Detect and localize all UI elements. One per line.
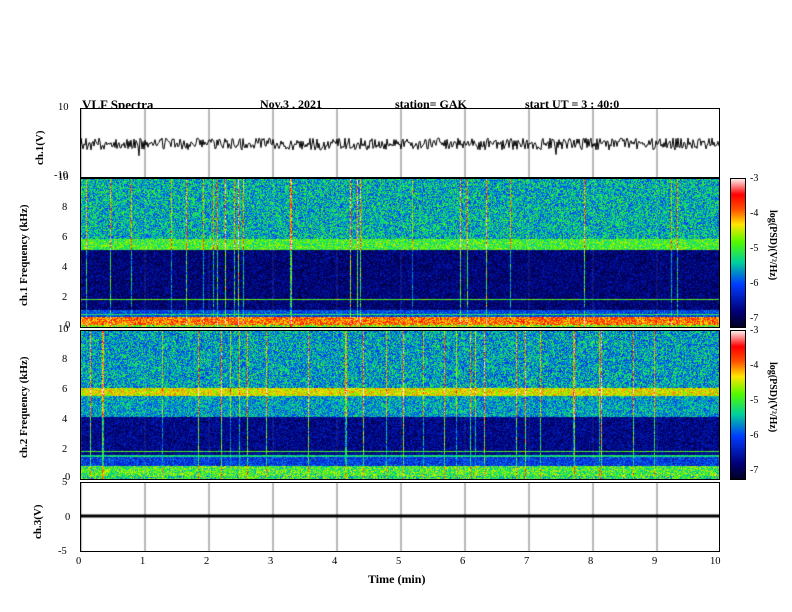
ch2spec-ytick-8: 8 xyxy=(62,354,67,365)
ch2-colorbar-label: log(PSD)(V²/Hz) xyxy=(767,362,778,462)
cbar2-tick--4: -4 xyxy=(750,360,758,371)
ch1-colorbar-canvas xyxy=(731,179,746,328)
ch3v-ytick-0: 0 xyxy=(65,512,70,523)
ch2spec-ytick-4: 4 xyxy=(62,414,67,425)
ch1-voltage-canvas xyxy=(81,109,720,178)
ch1-spectrogram-panel xyxy=(80,178,720,328)
cbar1-tick--4: -4 xyxy=(750,208,758,219)
xtick-4: 4 xyxy=(332,556,337,567)
ch3-voltage-canvas xyxy=(81,483,720,552)
ch2spec-ytick-10: 10 xyxy=(58,324,69,335)
vlf-spectra-root: VLF Spectra Nov.3 , 2021 station= GAK st… xyxy=(0,0,792,612)
ch2-spectro-ylabel: ch.2 Frequency (kHz) xyxy=(18,342,32,472)
ch2spec-ytick-6: 6 xyxy=(62,384,67,395)
ch1-spectro-ylabel: ch.1 Frequency (kHz) xyxy=(18,190,32,320)
cbar2-tick--3: -3 xyxy=(750,325,758,336)
ch1-voltage-panel xyxy=(80,108,720,178)
xtick-6: 6 xyxy=(460,556,465,567)
xtick-0: 0 xyxy=(76,556,81,567)
cbar1-tick--5: -5 xyxy=(750,243,758,254)
ch3v-ytick-5: 5 xyxy=(62,477,67,488)
cbar1-tick--3: -3 xyxy=(750,173,758,184)
xtick-3: 3 xyxy=(268,556,273,567)
xtick-2: 2 xyxy=(204,556,209,567)
ch2spec-ytick-2: 2 xyxy=(62,444,67,455)
xtick-5: 5 xyxy=(396,556,401,567)
ch1spec-ytick-10: 10 xyxy=(58,172,69,183)
ch3-voltage-ylabel: ch.3(V) xyxy=(32,492,46,552)
ch2-colorbar xyxy=(730,330,746,480)
ch2-colorbar-canvas xyxy=(731,331,746,480)
ch1-colorbar xyxy=(730,178,746,328)
cbar2-tick--5: -5 xyxy=(750,395,758,406)
ch1spec-ytick-8: 8 xyxy=(62,202,67,213)
xaxis-title: Time (min) xyxy=(368,572,425,587)
ch2-spectrogram-panel xyxy=(80,330,720,480)
ch3v-ytick--5: -5 xyxy=(58,546,67,557)
ch2-spectrogram-canvas xyxy=(81,331,720,480)
ch1-spectrogram-canvas xyxy=(81,179,720,328)
xtick-7: 7 xyxy=(524,556,529,567)
ch1spec-ytick-6: 6 xyxy=(62,232,67,243)
xtick-1: 1 xyxy=(140,556,145,567)
xtick-9: 9 xyxy=(652,556,657,567)
ch1-voltage-ylabel: ch.1(V) xyxy=(34,118,48,178)
xtick-8: 8 xyxy=(588,556,593,567)
ch1-colorbar-label: log(PSD)(V²/Hz) xyxy=(767,210,778,310)
cbar1-tick--7: -7 xyxy=(750,313,758,324)
ch1v-ytick-10: 10 xyxy=(58,102,69,113)
cbar2-tick--7: -7 xyxy=(750,465,758,476)
ch1spec-ytick-2: 2 xyxy=(62,292,67,303)
ch3-voltage-panel xyxy=(80,482,720,552)
xtick-10: 10 xyxy=(710,556,721,567)
ch1spec-ytick-4: 4 xyxy=(62,262,67,273)
cbar1-tick--6: -6 xyxy=(750,278,758,289)
cbar2-tick--6: -6 xyxy=(750,430,758,441)
